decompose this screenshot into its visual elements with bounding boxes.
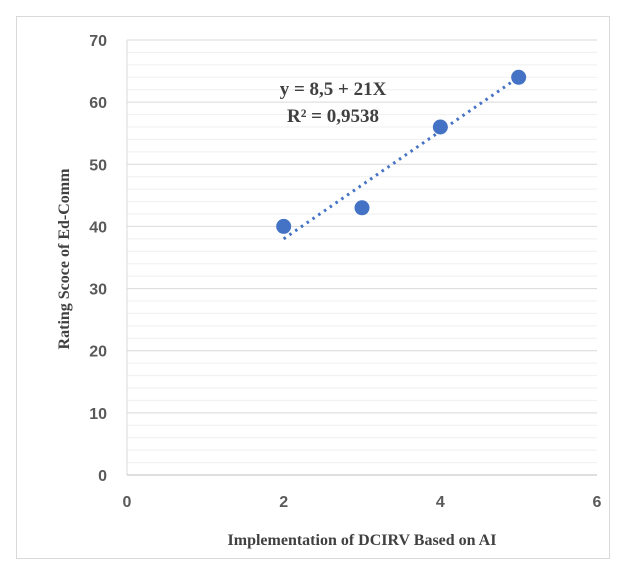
- y-tick-label: 70: [89, 33, 107, 50]
- y-tick-label: 10: [89, 406, 107, 423]
- r-squared-label: R² = 0,9538: [287, 106, 379, 127]
- axes: [126, 40, 597, 476]
- y-tick-label: 40: [89, 219, 107, 236]
- x-tick-label: 6: [593, 494, 602, 511]
- data-point: [432, 119, 448, 135]
- y-tick-label: 0: [98, 468, 107, 485]
- y-tick-label: 20: [89, 344, 107, 361]
- data-point: [354, 200, 370, 216]
- trendline-group: [282, 76, 520, 241]
- trendline-equation: y = 8,5 + 21X: [280, 79, 387, 100]
- data-point: [511, 69, 527, 85]
- data-point: [276, 218, 292, 234]
- x-tick-label: 0: [123, 494, 132, 511]
- y-tick-label: 30: [89, 282, 107, 299]
- data-points: [276, 69, 527, 234]
- trendline: [282, 76, 520, 241]
- chart-frame: [16, 16, 610, 559]
- x-tick-label: 4: [436, 494, 445, 511]
- y-axis-title: Rating Scoce of Ed-Comm: [56, 168, 73, 350]
- tick-labels: 0 10 20 30 40 50 60 70 0 2 4 6: [89, 33, 601, 511]
- x-tick-label: 2: [279, 494, 288, 511]
- y-tick-label: 60: [89, 95, 107, 112]
- y-tick-label: 50: [89, 157, 107, 174]
- grid-lines: [127, 39, 597, 464]
- x-axis-title: Implementation of DCIRV Based on AI: [228, 532, 497, 549]
